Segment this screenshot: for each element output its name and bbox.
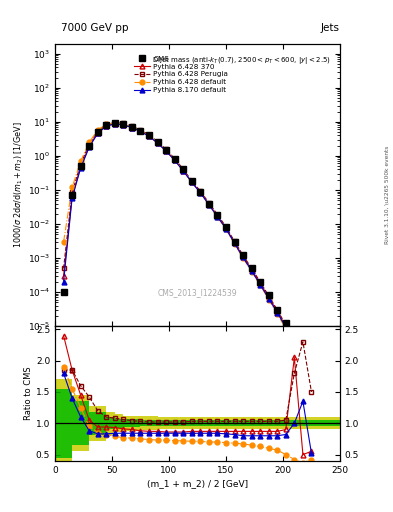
Y-axis label: Ratio to CMS: Ratio to CMS [24, 367, 33, 420]
Text: 7000 GeV pp: 7000 GeV pp [61, 23, 129, 33]
X-axis label: (m_1 + m_2) / 2 [GeV]: (m_1 + m_2) / 2 [GeV] [147, 479, 248, 488]
Y-axis label: $1000/\sigma\;2\mathrm{d}\sigma/\mathrm{d}(m_1+m_2)\;[1/\mathrm{GeV}]$: $1000/\sigma\;2\mathrm{d}\sigma/\mathrm{… [13, 121, 25, 248]
Text: Dijet mass (anti-$k_T$(0.7), 2500$<p_T<$600, $|y|<$2.5): Dijet mass (anti-$k_T$(0.7), 2500$<p_T<$… [152, 55, 331, 66]
Text: CMS_2013_I1224539: CMS_2013_I1224539 [158, 288, 237, 297]
Legend: CMS, Pythia 6.428 370, Pythia 6.428 Perugia, Pythia 6.428 default, Pythia 8.170 : CMS, Pythia 6.428 370, Pythia 6.428 Peru… [134, 56, 228, 93]
Text: Jets: Jets [321, 23, 340, 33]
Text: Rivet 3.1.10, \u2265 500k events: Rivet 3.1.10, \u2265 500k events [385, 145, 389, 244]
